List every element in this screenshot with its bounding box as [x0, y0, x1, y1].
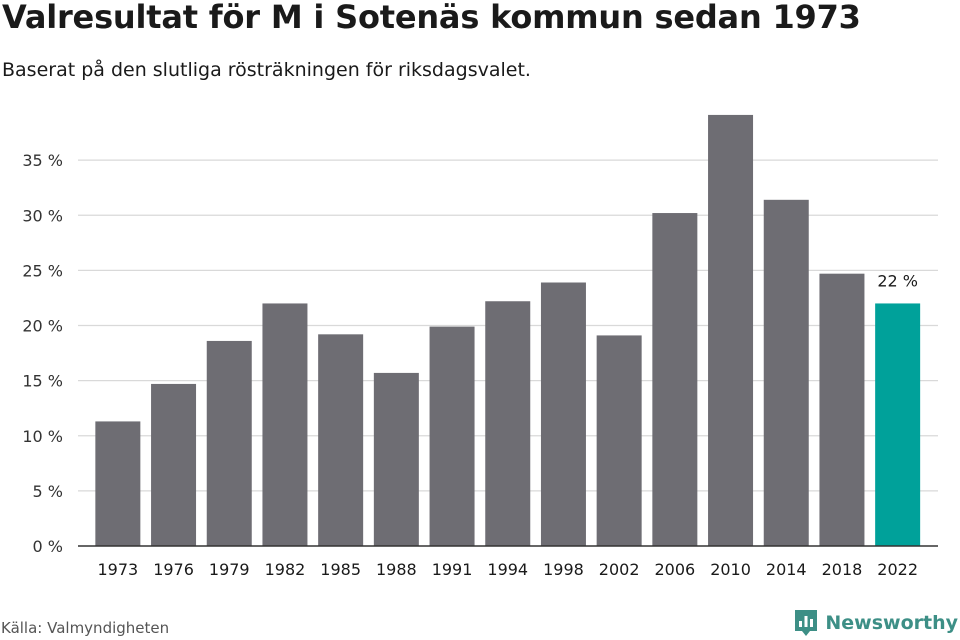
y-tick-label: 35 %: [22, 151, 63, 170]
bar-1973: [95, 421, 141, 546]
x-tick-label: 1994: [487, 560, 528, 579]
x-tick-label: 1985: [320, 560, 361, 579]
bar-1976: [151, 383, 197, 546]
chart-subtitle: Baserat på den slutliga rösträkningen fö…: [2, 59, 531, 81]
y-tick-label: 10 %: [22, 427, 63, 446]
bar-2002: [596, 335, 642, 546]
bar-1991: [429, 326, 475, 546]
bar-1988: [373, 372, 419, 546]
bar-chart: 0 % 5 % 10 % 15 % 20 % 25 % 30 % 35 % 1973 1976 19…: [22, 114, 938, 579]
bar-1979: [206, 340, 252, 546]
bar-1998: [540, 282, 586, 546]
y-tick-label: 20 %: [22, 317, 63, 336]
bar-2010: [708, 114, 754, 547]
x-tick-label: 1998: [543, 560, 584, 579]
bar-2018: [819, 273, 865, 546]
x-tick-label: 1979: [209, 560, 250, 579]
x-tick-label: 2018: [822, 560, 863, 579]
x-tick-label: 1973: [97, 560, 138, 579]
x-tick-label: 1982: [265, 560, 306, 579]
x-tick-label: 2022: [877, 560, 918, 579]
source-note: Källa: Valmyndigheten: [1, 619, 170, 637]
y-tick-label: 30 %: [22, 206, 63, 225]
bar-2014: [763, 199, 809, 546]
y-tick-label: 5 %: [33, 482, 63, 501]
x-tick-label: 1988: [376, 560, 417, 579]
bar-1982: [262, 303, 308, 546]
y-tick-label: 0 %: [33, 537, 63, 556]
bars: [95, 114, 921, 547]
x-tick-label: 1991: [432, 560, 473, 579]
data-label: 22 %: [877, 271, 918, 290]
bar-1994: [485, 301, 531, 546]
y-tick-label: 15 %: [22, 372, 63, 391]
labels: 0 % 5 % 10 % 15 % 20 % 25 % 30 % 35 % 1973 1976 19…: [22, 151, 918, 579]
y-tick-label: 25 %: [22, 261, 63, 280]
bar-2006: [652, 213, 698, 547]
brand-name: Newsworthy: [825, 612, 958, 634]
newsworthy-logo-icon: [795, 610, 818, 636]
x-tick-label: 2014: [766, 560, 807, 579]
brand-logo[interactable]: Newsworthy: [793, 608, 958, 638]
chart-title: Valresultat för M i Sotenäs kommun sedan…: [2, 0, 861, 36]
x-tick-label: 2002: [599, 560, 640, 579]
bar-1985: [318, 334, 364, 546]
bar-2022: [875, 303, 921, 546]
x-tick-label: 2010: [710, 560, 751, 579]
x-tick-label: 1976: [153, 560, 194, 579]
x-tick-label: 2006: [654, 560, 695, 579]
